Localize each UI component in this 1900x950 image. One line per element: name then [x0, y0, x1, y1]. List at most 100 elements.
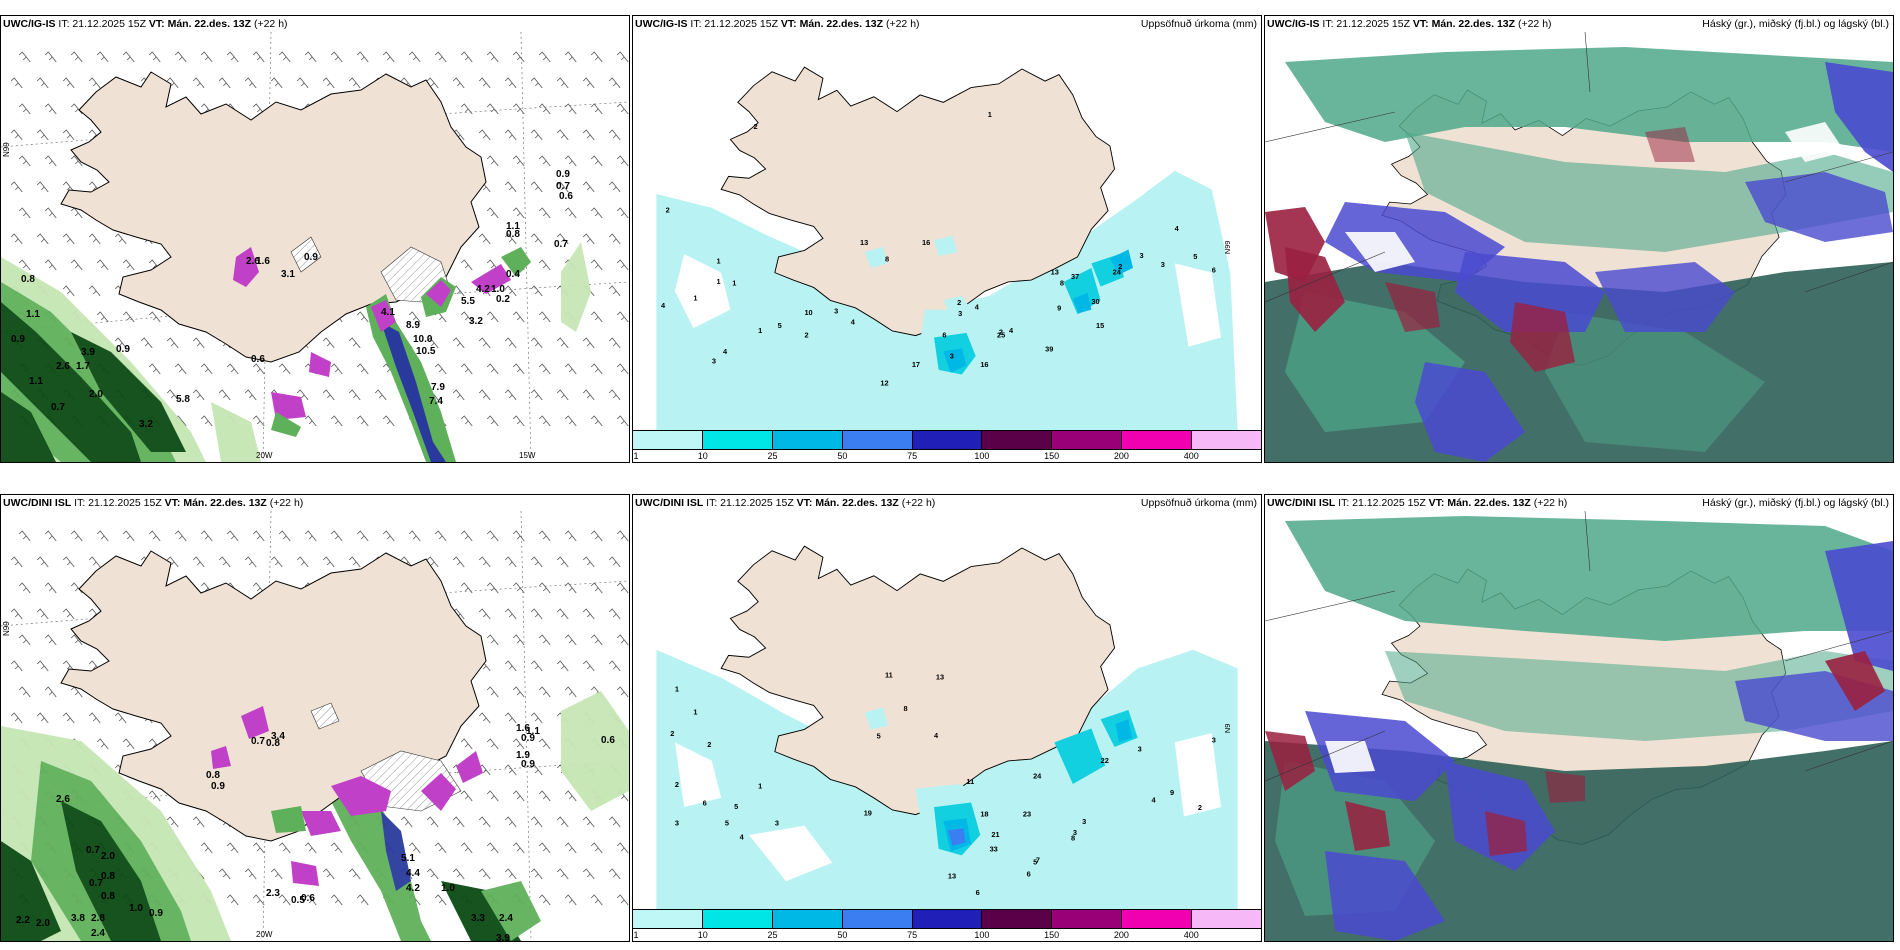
precip-value-label: 4 [740, 833, 745, 842]
wind-barb [356, 51, 369, 63]
wind-barb [192, 816, 205, 828]
wind-barb [460, 582, 473, 594]
wind-barb [538, 634, 551, 646]
wind-barb [148, 51, 161, 63]
wind-barb [538, 894, 551, 906]
wind-barb [252, 415, 265, 427]
wind-barb [408, 311, 421, 323]
wind-barb [512, 842, 525, 854]
wind-barb [538, 51, 551, 63]
precip-value-label: 2 [670, 729, 674, 738]
wind-barb [270, 77, 283, 89]
colorbar-segment [1192, 910, 1261, 928]
wind-barb [356, 311, 369, 323]
wind-barb [504, 77, 517, 89]
wind-barb [70, 259, 83, 271]
wind-value-label: 0.2 [496, 294, 510, 305]
colorbar-tick-label: 75 [907, 930, 918, 940]
wind-barb [616, 207, 629, 219]
wind-barb [192, 389, 205, 401]
precip-value-label: 5 [1033, 858, 1037, 867]
wind-value-label: 8.9 [406, 320, 420, 331]
lat-label: N99 [2, 621, 11, 636]
colorbar-segment [1122, 431, 1193, 449]
precip-value-label: 33 [990, 845, 998, 854]
wind-barb [348, 389, 361, 401]
wind-barb [460, 363, 473, 375]
wind-barb [174, 530, 187, 542]
wind-barb [478, 337, 491, 349]
wind-barb [114, 233, 127, 245]
wind-barb [322, 389, 335, 401]
wind-barb [18, 530, 31, 542]
wind-value-label: 5.5 [461, 296, 475, 307]
colorbar-tick-label: 10 [697, 451, 708, 461]
wind-barb [166, 389, 179, 401]
wind-barb [564, 790, 577, 802]
precip-value-label: 5 [1193, 252, 1197, 261]
wind-barb [512, 738, 525, 750]
colorbar-tick-label: 200 [1113, 930, 1129, 940]
wind-value-label: 0.9 [116, 344, 130, 355]
wind-value-label: 0.8 [206, 770, 220, 781]
wind-barb [530, 660, 543, 672]
precip-value-label: 1 [732, 279, 736, 288]
precip-value-label: 23 [1023, 809, 1031, 818]
wind-barb [590, 259, 603, 271]
wind-value-label: 1.1 [526, 726, 540, 737]
wind-barb [452, 868, 465, 880]
colorbar-segment [633, 431, 703, 449]
wind-barb [538, 530, 551, 542]
precip-colorbar: 1 10 25 50 75 100 150 200 400 [633, 909, 1261, 941]
wind-barb [512, 51, 525, 63]
wind-barb [564, 842, 577, 854]
wind-barb [530, 337, 543, 349]
precip-value-label: 4 [1009, 326, 1014, 335]
wind-barb [356, 530, 369, 542]
wind-value-label: 1.1 [29, 376, 43, 387]
wind-barb [96, 738, 109, 750]
wind-barb [226, 530, 239, 542]
wind-barb [278, 842, 291, 854]
wind-barb [608, 608, 621, 620]
wind-barb [530, 233, 543, 245]
precip-value-label: 25 [997, 330, 1005, 339]
precip-value-label: 19 [864, 809, 872, 818]
wind-barb [192, 337, 205, 349]
wind-barb [564, 363, 577, 375]
colorbar-segment [982, 910, 1053, 928]
wind-barb [512, 634, 525, 646]
wind-value-label: 0.9 [304, 252, 318, 263]
wind-barb [452, 337, 465, 349]
precip-value-label: 4 [661, 301, 666, 310]
wind-barb [70, 530, 83, 542]
wind-value-label: 4.1 [381, 307, 395, 318]
wind-barb [218, 77, 231, 89]
panel-header: UWC/DINI ISL IT: 21.12.2025 15Z VT: Mán.… [635, 497, 936, 509]
wind-barb [192, 77, 205, 89]
wind-barb [564, 155, 577, 167]
wind-value-label: 0.6 [251, 354, 265, 365]
colorbar-tick-label: 1 [633, 930, 639, 940]
wind-barb [70, 634, 83, 646]
wind-barb [616, 51, 629, 63]
wind-barb [278, 363, 291, 375]
wind-barb [322, 556, 335, 568]
wind-barb [530, 129, 543, 141]
wind-barb [10, 233, 23, 245]
wind-barb [478, 868, 491, 880]
wind-barb [582, 816, 595, 828]
wind-value-label: 2.6 [56, 794, 70, 805]
wind-barb [590, 634, 603, 646]
wind-barb [460, 790, 473, 802]
wind-value-label: 4.2 [406, 883, 420, 894]
precip-value-label: 2 [804, 330, 808, 339]
wind-barb [530, 77, 543, 89]
wind-barb [590, 363, 603, 375]
wind-panel-row1: UWC/IG-IS IT: 21.12.2025 15Z VT: Mán. 22… [0, 15, 630, 463]
wind-barb [382, 415, 395, 427]
wind-barb [608, 233, 621, 245]
colorbar-segment [1052, 910, 1123, 928]
panel-header: UWC/IG-IS IT: 21.12.2025 15Z VT: Mán. 22… [635, 18, 920, 30]
